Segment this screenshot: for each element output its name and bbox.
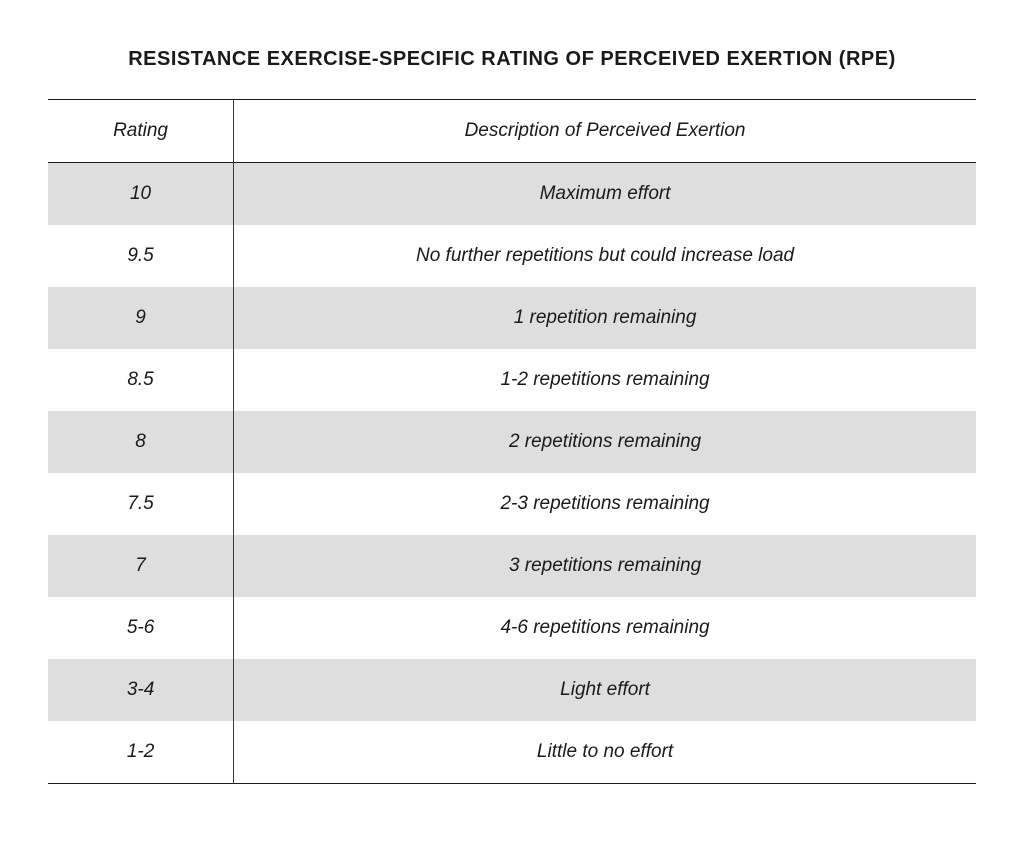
cell-rating: 8.5	[48, 349, 234, 411]
cell-rating: 9.5	[48, 225, 234, 287]
cell-rating: 1-2	[48, 721, 234, 784]
cell-rating: 7	[48, 535, 234, 597]
table-row: 7.5 2-3 repetitions remaining	[48, 473, 976, 535]
cell-rating: 10	[48, 163, 234, 226]
col-header-rating: Rating	[48, 100, 234, 163]
cell-description: 3 repetitions remaining	[234, 535, 976, 597]
page-container: RESISTANCE EXERCISE-SPECIFIC RATING OF P…	[0, 0, 1024, 846]
table-row: 3-4 Light effort	[48, 659, 976, 721]
rpe-table: Rating Description of Perceived Exertion…	[48, 99, 976, 784]
table-row: 5-6 4-6 repetitions remaining	[48, 597, 976, 659]
cell-description: 4-6 repetitions remaining	[234, 597, 976, 659]
table-row: 1-2 Little to no effort	[48, 721, 976, 784]
cell-rating: 8	[48, 411, 234, 473]
table-row: 8.5 1-2 repetitions remaining	[48, 349, 976, 411]
page-title: RESISTANCE EXERCISE-SPECIFIC RATING OF P…	[48, 48, 976, 71]
cell-rating: 5-6	[48, 597, 234, 659]
table-header-row: Rating Description of Perceived Exertion	[48, 100, 976, 163]
col-header-description: Description of Perceived Exertion	[234, 100, 976, 163]
cell-description: 1 repetition remaining	[234, 287, 976, 349]
cell-rating: 3-4	[48, 659, 234, 721]
cell-description: Light effort	[234, 659, 976, 721]
cell-description: 1-2 repetitions remaining	[234, 349, 976, 411]
cell-description: 2-3 repetitions remaining	[234, 473, 976, 535]
cell-rating: 9	[48, 287, 234, 349]
cell-description: Little to no effort	[234, 721, 976, 784]
table-row: 10 Maximum effort	[48, 163, 976, 226]
cell-description: 2 repetitions remaining	[234, 411, 976, 473]
table-row: 7 3 repetitions remaining	[48, 535, 976, 597]
table-row: 9.5 No further repetitions but could inc…	[48, 225, 976, 287]
cell-description: No further repetitions but could increas…	[234, 225, 976, 287]
table-row: 9 1 repetition remaining	[48, 287, 976, 349]
cell-description: Maximum effort	[234, 163, 976, 226]
cell-rating: 7.5	[48, 473, 234, 535]
table-row: 8 2 repetitions remaining	[48, 411, 976, 473]
